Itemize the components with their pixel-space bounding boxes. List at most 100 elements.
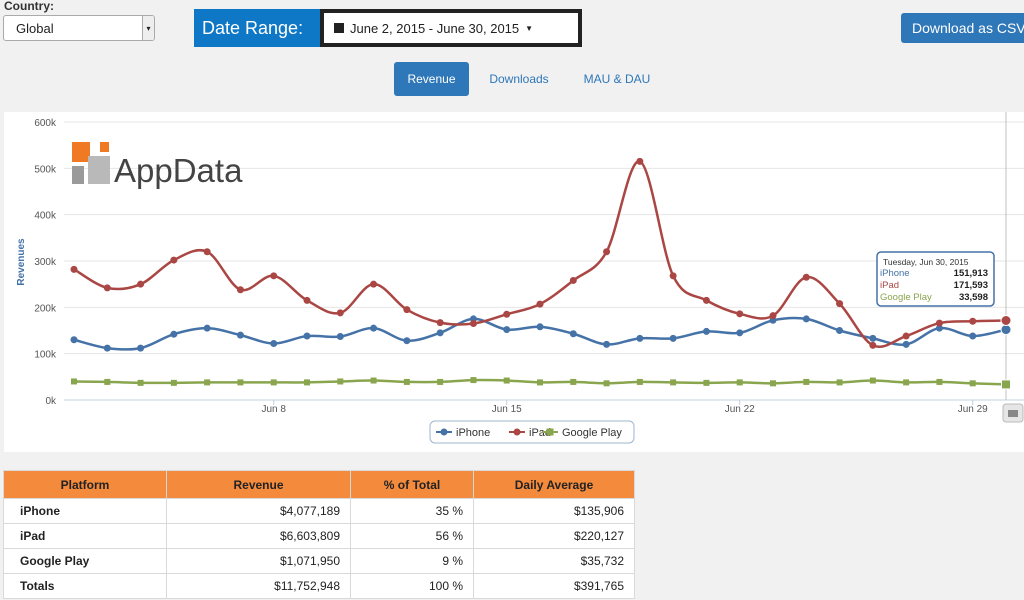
tab-mau-dau[interactable]: MAU & DAU — [583, 72, 651, 86]
data-point[interactable] — [702, 296, 710, 304]
data-point[interactable] — [203, 324, 211, 332]
data-point[interactable] — [303, 296, 311, 304]
data-point[interactable] — [537, 379, 543, 386]
data-point[interactable] — [936, 378, 943, 385]
data-point[interactable] — [536, 300, 544, 308]
data-point[interactable] — [569, 330, 577, 338]
data-point[interactable] — [569, 276, 577, 284]
tab-downloads[interactable]: Downloads — [489, 72, 549, 86]
data-point[interactable] — [203, 248, 211, 256]
data-point[interactable] — [236, 286, 244, 294]
data-point[interactable] — [603, 340, 611, 348]
data-point[interactable] — [236, 331, 244, 339]
data-point[interactable] — [769, 312, 777, 320]
data-point[interactable] — [969, 380, 976, 387]
data-point[interactable] — [636, 378, 643, 385]
data-point[interactable] — [437, 378, 444, 385]
data-point[interactable] — [137, 379, 144, 386]
data-point[interactable] — [503, 310, 511, 318]
data-point[interactable] — [370, 377, 377, 384]
data-point[interactable] — [570, 378, 577, 385]
data-point[interactable] — [270, 272, 278, 280]
data-point[interactable] — [170, 379, 177, 386]
data-point[interactable] — [669, 334, 677, 342]
data-point[interactable] — [503, 377, 510, 384]
data-point[interactable] — [370, 280, 378, 288]
legend-item-ipad[interactable]: iPad — [509, 427, 551, 439]
data-point[interactable] — [803, 378, 810, 385]
data-point[interactable] — [536, 323, 544, 331]
tab-revenue[interactable]: Revenue — [394, 62, 469, 96]
data-point[interactable] — [670, 379, 677, 386]
data-point[interactable] — [836, 379, 843, 386]
print-icon[interactable] — [1002, 403, 1024, 423]
data-point[interactable] — [603, 380, 610, 387]
data-point[interactable] — [336, 309, 344, 317]
data-point[interactable] — [71, 378, 77, 385]
data-point[interactable] — [469, 320, 477, 328]
data-point[interactable] — [137, 280, 145, 288]
data-point[interactable] — [70, 265, 78, 273]
data-point[interactable] — [170, 256, 178, 264]
data-point[interactable] — [270, 379, 277, 386]
data-point[interactable] — [770, 380, 776, 387]
data-point[interactable] — [636, 157, 644, 165]
data-point[interactable] — [969, 317, 977, 325]
legend-item-iphone[interactable]: iPhone — [436, 427, 490, 439]
data-point[interactable] — [1000, 324, 1012, 336]
data-point[interactable] — [836, 300, 844, 308]
data-point[interactable] — [336, 333, 344, 341]
data-point[interactable] — [903, 379, 910, 386]
data-point[interactable] — [170, 330, 178, 338]
data-point[interactable] — [802, 315, 810, 323]
data-point[interactable] — [802, 273, 810, 281]
data-point[interactable] — [603, 248, 611, 256]
country-value: Global — [16, 20, 54, 36]
data-point[interactable] — [836, 327, 844, 334]
data-point[interactable] — [736, 379, 743, 386]
data-point[interactable] — [103, 284, 111, 292]
data-point[interactable] — [370, 324, 378, 332]
data-point[interactable] — [436, 319, 444, 327]
date-range-picker[interactable]: June 2, 2015 - June 30, 2015 ▼ — [320, 9, 582, 47]
data-point[interactable] — [204, 379, 211, 386]
data-point[interactable] — [869, 334, 877, 342]
data-point[interactable] — [869, 341, 877, 349]
data-point[interactable] — [902, 340, 910, 348]
data-point[interactable] — [70, 336, 78, 344]
chart-legend[interactable]: iPhone iPad Google Play — [429, 420, 635, 444]
data-point[interactable] — [669, 272, 677, 280]
data-point[interactable] — [403, 306, 411, 314]
download-csv-button[interactable]: Download as CSV — [901, 13, 1024, 43]
data-point[interactable] — [237, 379, 244, 386]
data-point[interactable] — [436, 329, 444, 337]
data-point[interactable] — [1000, 314, 1012, 326]
data-point[interactable] — [137, 344, 145, 352]
legend-item-google-play[interactable]: Google Play — [542, 427, 622, 439]
col-revenue: Revenue — [166, 470, 351, 499]
data-point[interactable] — [869, 377, 876, 384]
data-point[interactable] — [104, 378, 111, 385]
data-point[interactable] — [935, 324, 943, 332]
data-point[interactable] — [470, 377, 477, 384]
data-point[interactable] — [303, 332, 311, 340]
data-point[interactable] — [403, 378, 410, 385]
country-select[interactable]: Global ▾ — [3, 15, 155, 41]
data-point[interactable] — [270, 339, 278, 347]
data-point[interactable] — [703, 379, 710, 386]
y-tick-label: 200k — [34, 303, 57, 314]
data-point[interactable] — [902, 332, 910, 340]
table-cell: $1,071,950 — [166, 548, 351, 574]
data-point[interactable] — [935, 319, 943, 327]
data-point[interactable] — [702, 327, 710, 335]
data-point[interactable] — [503, 326, 511, 334]
data-point[interactable] — [337, 378, 344, 385]
data-point[interactable] — [103, 344, 111, 352]
data-point[interactable] — [403, 337, 411, 345]
data-point[interactable] — [969, 332, 977, 340]
data-point[interactable] — [736, 329, 744, 337]
data-point[interactable] — [304, 379, 310, 386]
data-point[interactable] — [1001, 379, 1011, 390]
data-point[interactable] — [636, 334, 644, 342]
data-point[interactable] — [736, 310, 744, 318]
